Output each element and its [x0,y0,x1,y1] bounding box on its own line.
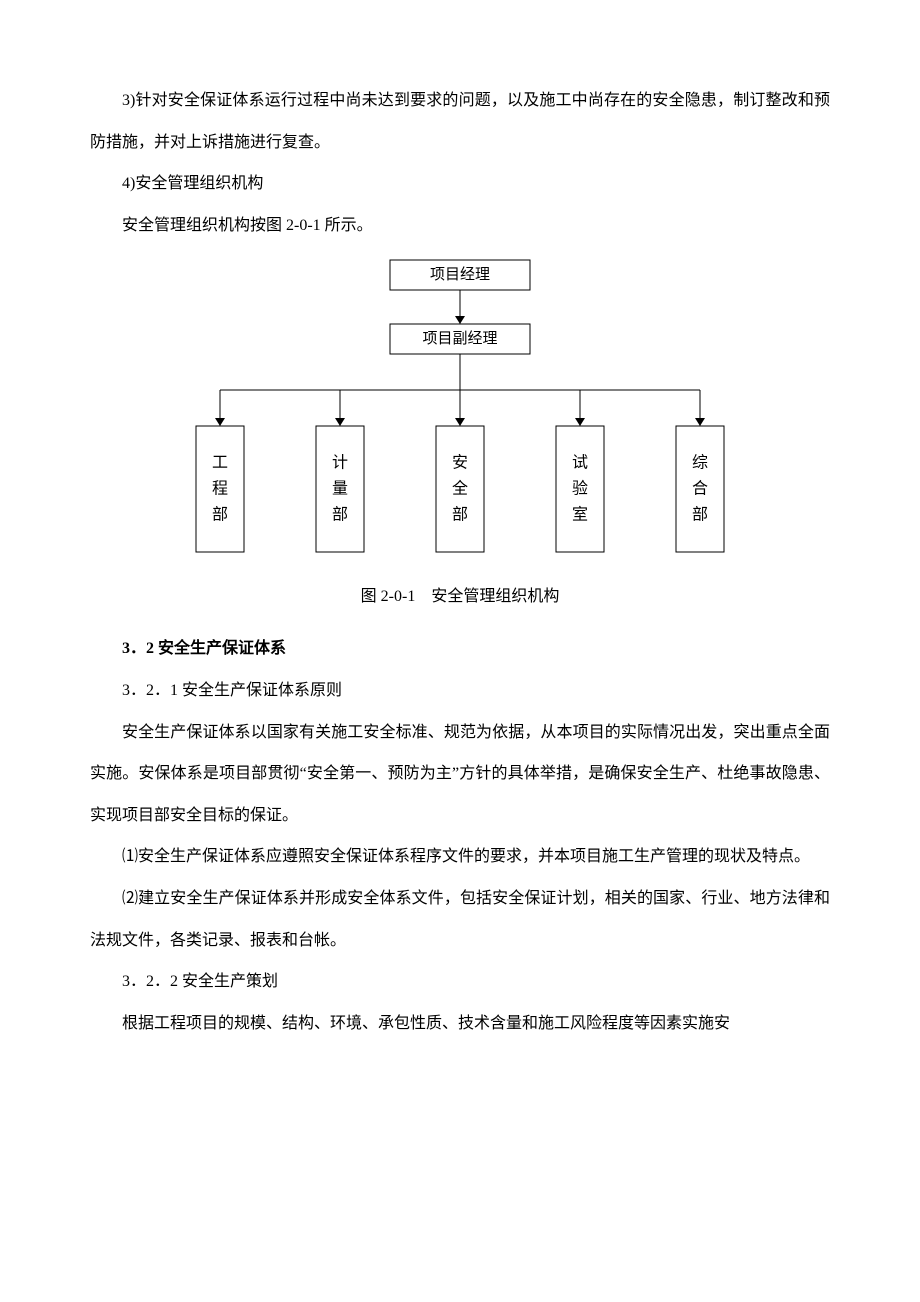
paragraph: 根据工程项目的规模、结构、环境、承包性质、技术含量和施工风险程度等因素实施安 [90,1003,830,1045]
svg-text:项目经理: 项目经理 [430,266,490,283]
svg-text:室: 室 [572,506,588,524]
org-chart-svg: 项目经理项目副经理工程部计量部安全部试验室综合部 [160,254,760,564]
paragraph: 3)针对安全保证体系运行过程中尚未达到要求的问题，以及施工中尚存在的安全隐患，制… [90,80,830,163]
svg-text:部: 部 [692,506,708,524]
svg-text:程: 程 [212,480,228,498]
svg-text:部: 部 [332,506,348,524]
svg-text:工: 工 [212,455,228,472]
svg-text:安: 安 [452,454,468,472]
svg-text:部: 部 [212,506,228,524]
heading-3-2-1: 3．2．1 安全生产保证体系原则 [90,670,830,712]
svg-text:项目副经理: 项目副经理 [422,330,497,347]
paragraph: 安全管理组织机构按图 2-0-1 所示。 [90,205,830,247]
paragraph: ⑵建立安全生产保证体系并形成安全体系文件，包括安全保证计划，相关的国家、行业、地… [90,878,830,961]
svg-text:综: 综 [692,454,708,472]
svg-text:计: 计 [332,454,348,472]
paragraph: 4)安全管理组织机构 [90,163,830,205]
svg-text:量: 量 [332,481,348,498]
heading-3-2: 3．2 安全生产保证体系 [90,628,830,670]
paragraph: 安全生产保证体系以国家有关施工安全标准、规范为依据，从本项目的实际情况出发，突出… [90,712,830,837]
svg-text:全: 全 [452,480,468,498]
svg-text:部: 部 [452,506,468,524]
figure-caption: 图 2-0-1 安全管理组织机构 [90,582,830,606]
svg-text:合: 合 [692,480,708,498]
svg-text:验: 验 [572,480,588,498]
org-chart: 项目经理项目副经理工程部计量部安全部试验室综合部 [90,254,830,564]
heading-3-2-2: 3．2．2 安全生产策划 [90,961,830,1003]
document-page: 3)针对安全保证体系运行过程中尚未达到要求的问题，以及施工中尚存在的安全隐患，制… [0,0,920,1104]
paragraph: ⑴安全生产保证体系应遵照安全保证体系程序文件的要求，并本项目施工生产管理的现状及… [90,836,830,878]
svg-text:试: 试 [572,454,588,472]
